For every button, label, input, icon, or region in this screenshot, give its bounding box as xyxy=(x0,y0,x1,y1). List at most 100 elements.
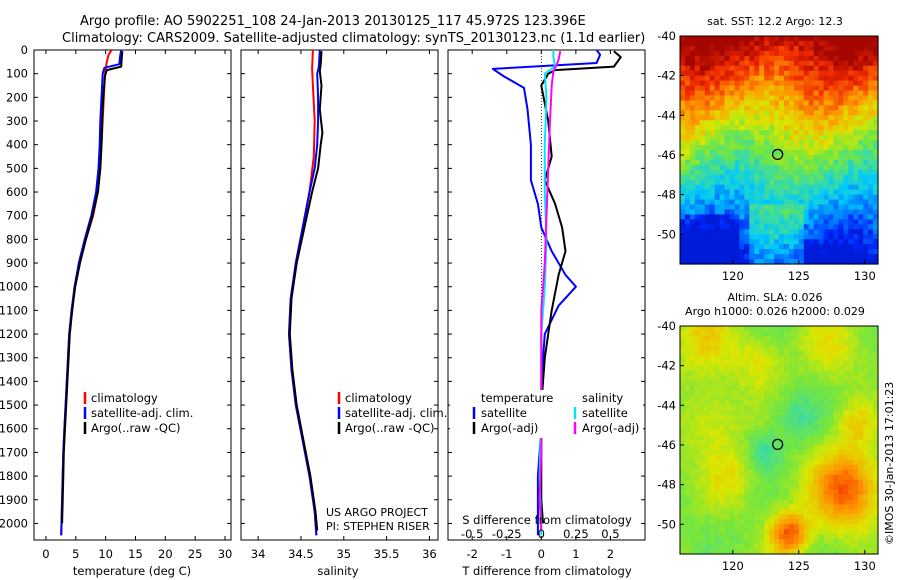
heatmap-cell xyxy=(873,430,879,436)
heatmap-cell xyxy=(873,36,879,42)
heatmap-cell xyxy=(774,435,780,441)
heatmap-cell xyxy=(724,130,731,136)
heatmap-cell xyxy=(783,529,790,535)
heatmap-cell xyxy=(779,479,785,486)
heatmap-cell xyxy=(843,164,849,171)
heatmap-cell xyxy=(783,390,790,396)
heatmap-cell xyxy=(714,479,721,486)
heatmap-cell xyxy=(779,430,785,436)
heatmap-cell xyxy=(843,159,849,166)
heatmap-cell xyxy=(680,95,686,102)
heatmap-cell xyxy=(709,70,716,77)
heatmap-cell xyxy=(689,410,696,416)
heatmap-cell xyxy=(739,524,745,530)
depth-tick-label: 700 xyxy=(6,209,28,223)
heatmap-cell xyxy=(719,224,726,230)
heatmap-cell xyxy=(724,154,731,161)
heatmap-cell xyxy=(808,159,815,166)
x-tick-label: 15 xyxy=(128,547,143,561)
heatmap-cell xyxy=(764,335,770,342)
heatmap-cell xyxy=(759,395,765,401)
sst-map-frame xyxy=(679,35,879,265)
heatmap-cell xyxy=(843,194,849,201)
heatmap-cell xyxy=(788,239,795,245)
heatmap-cell xyxy=(734,36,740,42)
heatmap-cell xyxy=(704,159,711,166)
heatmap-cell xyxy=(689,400,696,406)
heatmap-cell xyxy=(774,454,780,461)
heatmap-cell xyxy=(813,395,820,401)
heatmap-cell xyxy=(719,425,726,431)
heatmap-cell xyxy=(734,40,740,47)
heatmap-cell xyxy=(684,189,691,196)
heatmap-cell xyxy=(704,549,711,555)
heatmap-cell xyxy=(739,164,745,171)
header-line2: Climatology: CARS2009. Satellite-adjuste… xyxy=(62,31,645,46)
heatmap-cell xyxy=(680,549,686,555)
heatmap-cell xyxy=(793,435,800,441)
heatmap-cell xyxy=(868,85,874,92)
heatmap-cell xyxy=(813,400,820,406)
heatmap-cell xyxy=(754,415,760,421)
heatmap-cell xyxy=(719,365,726,372)
heatmap-cell xyxy=(853,189,859,196)
heatmap-cell xyxy=(724,469,731,476)
heatmap-cell xyxy=(833,154,839,161)
heatmap-cell xyxy=(744,75,750,82)
heatmap-cell xyxy=(798,140,805,146)
heatmap-cell xyxy=(684,204,691,211)
heatmap-cell xyxy=(724,390,731,396)
heatmap-cell xyxy=(689,534,696,540)
heatmap-cell xyxy=(833,335,839,342)
heatmap-cell xyxy=(779,415,785,421)
heatmap-cell xyxy=(868,65,874,72)
heatmap-cell xyxy=(783,174,790,181)
heatmap-cell xyxy=(779,110,785,116)
heatmap-cell xyxy=(863,435,869,441)
heatmap-cell xyxy=(680,430,686,436)
heatmap-cell xyxy=(729,249,736,255)
heatmap-cell xyxy=(833,435,839,441)
heatmap-cell xyxy=(764,405,770,411)
imos-side-label: ©IMOS 30-Jan-2013 17:01:23 xyxy=(883,382,896,545)
heatmap-cell xyxy=(833,45,839,52)
heatmap-cell xyxy=(749,410,755,416)
heatmap-cell xyxy=(694,214,701,220)
heatmap-cell xyxy=(709,345,716,352)
heatmap-cell xyxy=(793,189,800,196)
heatmap-cell xyxy=(833,454,839,461)
heatmap-cell xyxy=(863,90,869,97)
heatmap-cell xyxy=(793,145,800,151)
heatmap-cell xyxy=(684,459,691,466)
heatmap-cell xyxy=(823,355,830,362)
heatmap-cell xyxy=(808,435,815,441)
heatmap-cell xyxy=(739,169,745,176)
heatmap-cell xyxy=(709,390,716,396)
heatmap-cell xyxy=(813,375,820,382)
heatmap-cell xyxy=(853,330,859,337)
heatmap-cell xyxy=(709,95,716,102)
heatmap-cell xyxy=(853,440,859,446)
heatmap-cell xyxy=(813,100,820,106)
heatmap-cell xyxy=(868,330,874,337)
heatmap-cell xyxy=(863,474,869,481)
heatmap-cell xyxy=(873,135,879,141)
heatmap-cell xyxy=(759,479,765,486)
heatmap-cell xyxy=(754,504,760,510)
heatmap-cell xyxy=(828,529,835,535)
heatmap-cell xyxy=(774,140,780,146)
heatmap-cell xyxy=(853,529,859,535)
heatmap-cell xyxy=(689,420,696,426)
heatmap-cell xyxy=(779,125,785,131)
heatmap-cell xyxy=(833,534,839,540)
heatmap-cell xyxy=(848,474,854,481)
heatmap-cell xyxy=(684,219,691,225)
heatmap-cell xyxy=(764,254,770,260)
heatmap-cell xyxy=(694,249,701,255)
heatmap-cell xyxy=(843,464,849,471)
heatmap-cell xyxy=(719,454,726,461)
heatmap-cell xyxy=(729,380,736,387)
heatmap-cell xyxy=(714,184,721,191)
heatmap-cell xyxy=(734,95,740,102)
x-tick-label: 1 xyxy=(572,547,579,561)
